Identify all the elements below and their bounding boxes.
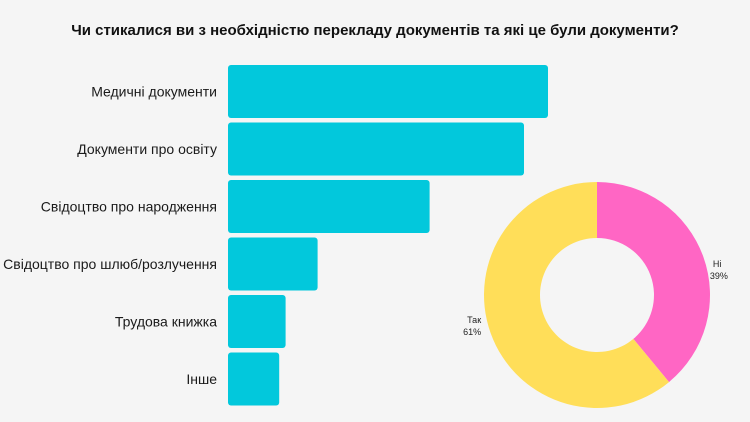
category-label-6: Інше (186, 371, 217, 387)
category-label-2: Документи про освіту (77, 141, 217, 157)
category-label-1: Медичні документи (91, 84, 217, 100)
bar-6 (228, 352, 280, 406)
category-label-4: Свідоцтво про шлюб/розлучення (3, 256, 217, 272)
chart-title: Чи стикалися ви з необхідністю перекладу… (71, 22, 679, 39)
slice-value-1: 39% (710, 271, 728, 281)
slice-value-2: 61% (463, 327, 481, 337)
category-label-5: Трудова книжка (115, 314, 217, 330)
slice-label-2: Так (467, 315, 481, 325)
donut-slice-2 (484, 182, 670, 408)
category-label-3: Свідоцтво про народження (41, 199, 217, 215)
bar-2 (228, 122, 524, 176)
bar-4 (228, 237, 318, 291)
slice-label-1: Ні (713, 259, 722, 269)
donut-slice-1 (597, 182, 711, 383)
bar-1 (228, 65, 548, 118)
bar-5 (228, 295, 286, 348)
bar-3 (228, 180, 430, 233)
